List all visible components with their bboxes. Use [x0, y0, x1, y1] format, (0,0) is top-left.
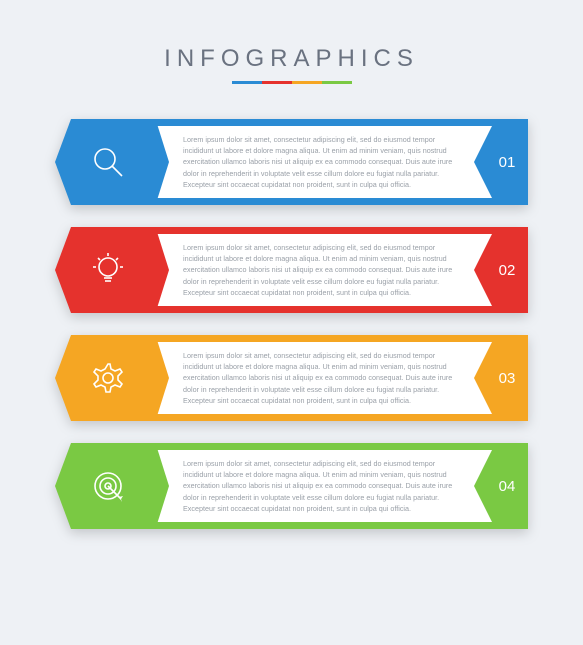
underline-seg [262, 81, 292, 84]
page-title: INFOGRAPHICS [0, 45, 583, 73]
content-panel: Lorem ipsum dolor sit amet, consectetur … [155, 234, 492, 306]
content-panel: Lorem ipsum dolor sit amet, consectetur … [155, 126, 492, 198]
infographic-row: Lorem ipsum dolor sit amet, consectetur … [55, 119, 528, 205]
infographic-row: Lorem ipsum dolor sit amet, consectetur … [55, 335, 528, 421]
step-number: 01 [494, 119, 520, 205]
infographic-row: Lorem ipsum dolor sit amet, consectetur … [55, 227, 528, 313]
body-text: Lorem ipsum dolor sit amet, consectetur … [183, 458, 464, 514]
lightbulb-icon [77, 227, 139, 313]
body-text: Lorem ipsum dolor sit amet, consectetur … [183, 350, 464, 406]
body-text: Lorem ipsum dolor sit amet, consectetur … [183, 242, 464, 298]
gear-icon [77, 335, 139, 421]
underline-seg [322, 81, 352, 84]
magnifier-icon [77, 119, 139, 205]
step-number: 04 [494, 443, 520, 529]
title-underline [0, 81, 583, 84]
underline-seg [292, 81, 322, 84]
content-panel: Lorem ipsum dolor sit amet, consectetur … [155, 342, 492, 414]
step-number: 02 [494, 227, 520, 313]
step-number: 03 [494, 335, 520, 421]
underline-seg [232, 81, 262, 84]
body-text: Lorem ipsum dolor sit amet, consectetur … [183, 134, 464, 190]
content-panel: Lorem ipsum dolor sit amet, consectetur … [155, 450, 492, 522]
target-icon [77, 443, 139, 529]
infographic-rows: Lorem ipsum dolor sit amet, consectetur … [0, 119, 583, 529]
infographic-row: Lorem ipsum dolor sit amet, consectetur … [55, 443, 528, 529]
